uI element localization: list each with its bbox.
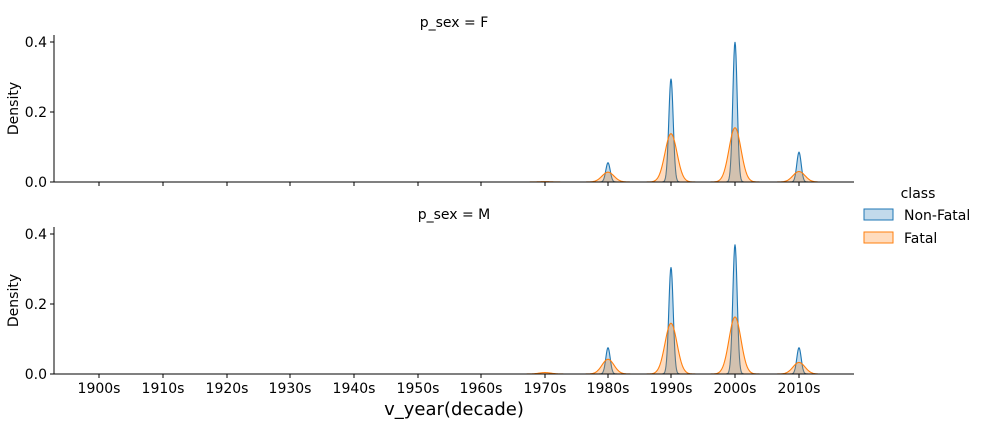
- x-tick-label: 1900s: [78, 381, 121, 397]
- density-area-non-fatal: [88, 42, 818, 182]
- facet-panel-f: p_sex = F Density 0.0 0.2 0.4: [6, 15, 854, 191]
- x-tick-label: 1980s: [587, 381, 630, 397]
- y-tick-label: 0.0: [25, 175, 47, 191]
- density-area-fatal: [88, 316, 818, 374]
- density-line-fatal: [88, 316, 819, 375]
- y-axis-label: Density: [6, 274, 22, 327]
- density-line-fatal: [88, 127, 819, 183]
- x-tick-label: 1970s: [524, 381, 567, 397]
- facet-panel-m: p_sex = M Density 0.0 0.2 0.4 1900s 1910s 1920s…: [6, 207, 854, 397]
- x-tick-label: 1950s: [397, 381, 440, 397]
- density-area-non-fatal: [88, 244, 818, 374]
- y-axis-label: Density: [6, 82, 22, 135]
- y-tick-label: 0.2: [25, 105, 47, 121]
- x-tick-label: 1930s: [269, 381, 312, 397]
- panel-title: p_sex = F: [420, 15, 489, 31]
- x-tick-label: 1920s: [206, 381, 249, 397]
- legend-swatch: [863, 208, 894, 221]
- x-tick-label: 1940s: [333, 381, 376, 397]
- y-tick-label: 0.4: [25, 35, 47, 51]
- legend-item-fatal: Fatal: [863, 231, 937, 247]
- density-area-fatal: [88, 127, 818, 182]
- density-line-non-fatal: [88, 41, 818, 183]
- x-tick-label: 1910s: [142, 381, 185, 397]
- legend: class Non-Fatal Fatal: [863, 186, 970, 247]
- legend-label: Non-Fatal: [904, 208, 970, 224]
- panel-title: p_sex = M: [418, 207, 491, 223]
- legend-swatch: [863, 231, 894, 244]
- x-tick-label: 1960s: [460, 381, 503, 397]
- legend-title: class: [901, 186, 936, 202]
- x-tick-label: 2010s: [778, 381, 821, 397]
- y-tick-label: 0.2: [25, 297, 47, 313]
- y-tick-label: 0.4: [25, 227, 47, 243]
- y-tick-label: 0.0: [25, 367, 47, 383]
- density-line-non-fatal: [88, 244, 818, 375]
- legend-item-non-fatal: Non-Fatal: [863, 208, 970, 224]
- legend-label: Fatal: [904, 231, 937, 247]
- x-axis-label: v_year(decade): [384, 399, 524, 420]
- x-tick-label: 2000s: [714, 381, 757, 397]
- x-tick-label: 1990s: [650, 381, 693, 397]
